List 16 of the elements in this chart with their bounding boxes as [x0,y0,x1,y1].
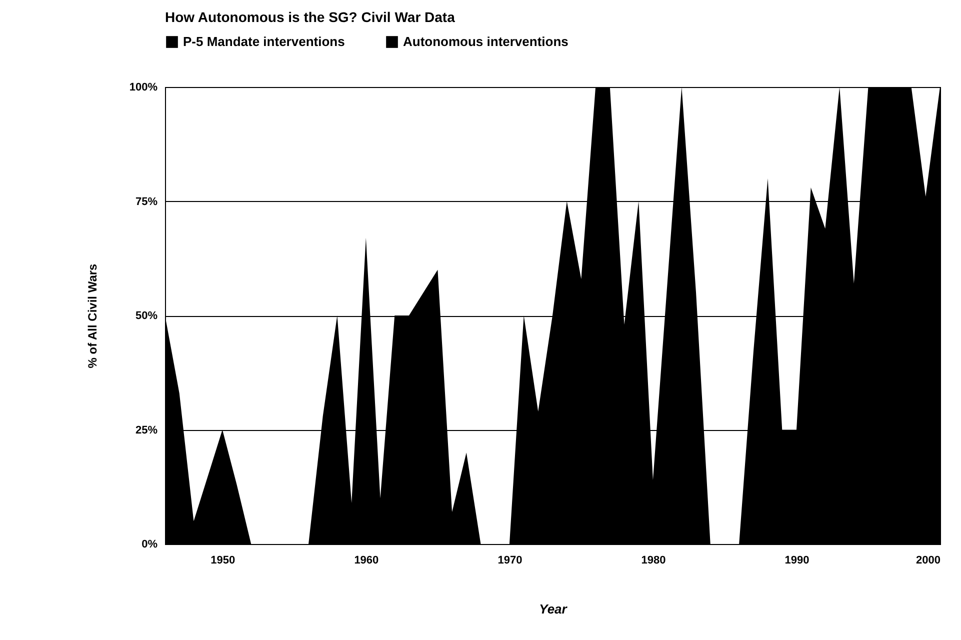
x-axis-title: Year [539,602,568,616]
y-tick-label: 0% [142,538,158,550]
x-tick-label: 1950 [210,554,236,566]
x-tick-label: 1980 [641,554,666,566]
x-tick-label: 2000 [916,554,940,566]
chart-title: How Autonomous is the SG? Civil War Data [165,9,456,25]
x-tick-label: 1970 [498,554,522,566]
y-tick-label: 50% [135,310,158,322]
y-axis-title: % of All Civil Wars [85,263,100,368]
legend-label: Autonomous interventions [403,34,568,49]
legend-label: P-5 Mandate interventions [183,34,345,49]
y-tick-label: 100% [129,82,158,94]
y-tick-label: 75% [135,196,158,208]
x-tick-label: 1960 [354,554,379,566]
y-tick-label: 25% [135,424,158,436]
x-tick-label: 1990 [784,554,810,566]
